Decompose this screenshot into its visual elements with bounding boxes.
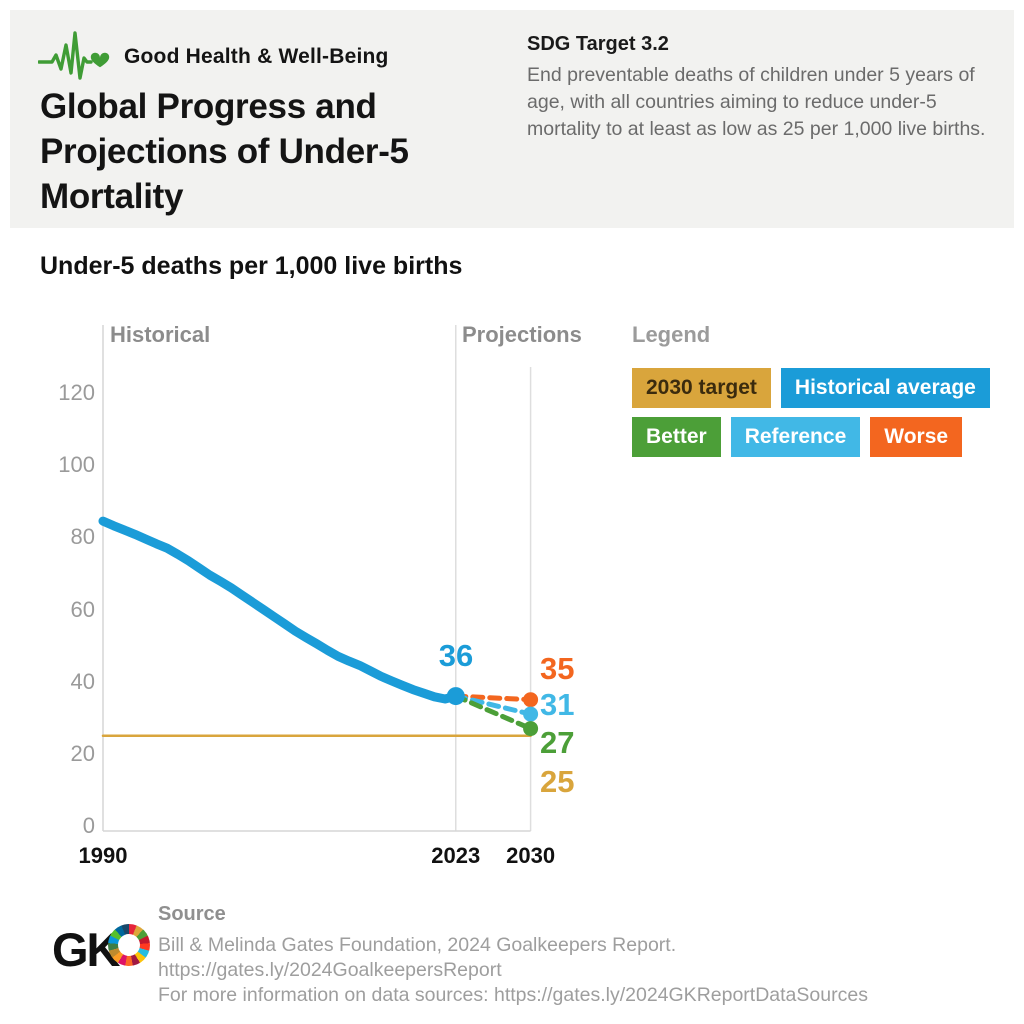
x-tick-label-1990: 1990 (78, 843, 128, 868)
legend: Legend 2030 target Historical average Be… (632, 322, 1012, 466)
value-label-worse-2030: 35 (540, 651, 575, 686)
value-label-better-2030: 27 (540, 725, 575, 760)
better-line (453, 693, 534, 732)
page-title: Global Progress and Projections of Under… (40, 87, 409, 216)
x-tick-label-2023: 2023 (431, 843, 481, 868)
worse-endpoint-dot (523, 692, 539, 708)
x-tick-label-2030: 2030 (506, 843, 556, 868)
value-label-reference-2030: 31 (540, 687, 575, 722)
chart-title: Under-5 deaths per 1,000 live births (40, 252, 463, 280)
legend-badge-historical-average: Historical average (780, 368, 990, 408)
header-panel: Good Health & Well-Being Global Progress… (10, 10, 1014, 228)
reference-endpoint-dot (523, 706, 539, 722)
better-endpoint-dot (523, 721, 539, 737)
y-tick-label-60: 60 (70, 596, 95, 622)
legend-badge-better: Better (632, 417, 721, 457)
sdg-wheel-icon (108, 924, 150, 966)
source-block: Source Bill & Melinda Gates Foundation, … (158, 903, 958, 1008)
source-heading: Source (158, 903, 226, 925)
goalkeepers-logo: GK (52, 922, 150, 984)
legend-heading: Legend (632, 322, 711, 347)
sdg-goal-label: Good Health & Well-Being (124, 44, 389, 68)
value-label-target-2030: 25 (540, 764, 575, 799)
y-tick-label-40: 40 (70, 668, 95, 694)
reference-line (453, 693, 534, 717)
source-citation: Bill & Melinda Gates Foundation, 2024 Go… (158, 934, 677, 956)
sdg-target-text: End preventable deaths of children under… (527, 64, 986, 140)
y-tick-label-80: 80 (70, 524, 95, 550)
legend-badge-reference: Reference (730, 417, 861, 457)
legend-row-1: 2030 target Historical average (632, 368, 1012, 408)
legend-row-2: Better Reference Worse (632, 417, 1012, 457)
y-tick-label-0: 0 (82, 813, 95, 838)
sdg-target-heading: SDG Target 3.2 (527, 33, 669, 55)
value-label-historical-2023: 36 (438, 638, 474, 673)
historical-average-line (98, 516, 461, 704)
y-tick-label-100: 100 (58, 452, 95, 478)
source-report-url: https://gates.ly/2024GoalkeepersReport (158, 959, 502, 981)
heartbeat-heart-icon (37, 28, 114, 85)
sdg-goal-brand: Good Health & Well-Being (37, 28, 389, 85)
y-tick-label-120: 120 (58, 380, 95, 405)
projections-section-label: Projections (462, 322, 582, 347)
historical-average-endpoint-dot (446, 687, 465, 706)
y-tick-label-20: 20 (70, 740, 95, 766)
legend-badge-worse: Worse (870, 417, 963, 457)
historical-section-label: Historical (110, 322, 211, 347)
source-data-sources-url: For more information on data sources: ht… (158, 984, 868, 1006)
worse-line (453, 693, 534, 703)
sdg-target-block: SDG Target 3.2 End preventable deaths of… (527, 33, 997, 143)
legend-badge-2030-target: 2030 target (632, 368, 771, 408)
